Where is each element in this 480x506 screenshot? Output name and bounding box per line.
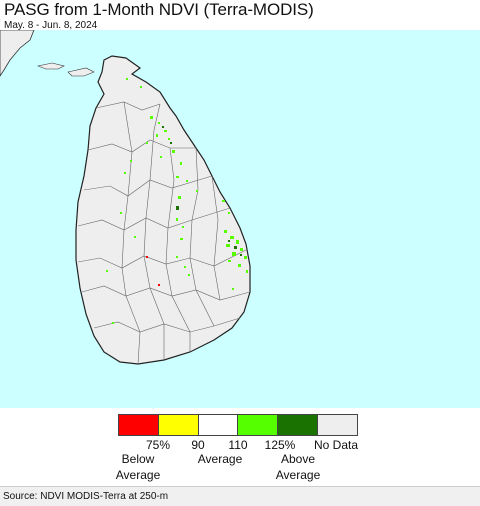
india-landmass	[0, 30, 35, 77]
ndvi-well-above-average	[162, 126, 242, 256]
map-title: PASG from 1-Month NDVI (Terra-MODIS)	[4, 0, 314, 19]
legend-swatch-white	[197, 414, 239, 436]
footer-bar: Source: NDVI MODIS-Terra at 250-m	[0, 486, 480, 506]
legend-swatch-yellow	[157, 414, 199, 436]
map-panel	[0, 30, 480, 408]
sri-lanka-map	[0, 30, 251, 365]
ndvi-above-average	[106, 78, 248, 324]
legend-tick-75: 75%	[145, 438, 171, 452]
legend-below-label: Below	[121, 452, 155, 466]
legend-swatch-dark-green	[277, 414, 319, 436]
legend-swatch-red	[118, 414, 159, 436]
legend-tick-125: 125%	[264, 438, 296, 452]
mannar-island	[67, 67, 95, 77]
legend-tick-110: 110	[228, 438, 248, 452]
legend-swatch-no-data	[317, 414, 358, 436]
legend-above-average-label: Average	[275, 468, 321, 482]
legend-above-label: Above	[280, 452, 316, 466]
sri-lanka-land	[75, 55, 251, 365]
legend-average-label: Average	[197, 452, 243, 466]
legend-swatch-light-green	[237, 414, 279, 436]
ndvi-below-average	[146, 256, 160, 286]
india-islands	[36, 62, 65, 70]
legend-colorbar	[118, 414, 358, 436]
source-text: Source: NDVI MODIS-Terra at 250-m	[3, 491, 169, 502]
district-boundaries	[77, 101, 251, 365]
legend-tick-no-data: No Data	[313, 438, 359, 452]
legend-below-average-label: Average	[115, 468, 161, 482]
legend-tick-90: 90	[191, 438, 205, 452]
date-range: May. 8 - Jun. 8, 2024	[4, 20, 98, 31]
